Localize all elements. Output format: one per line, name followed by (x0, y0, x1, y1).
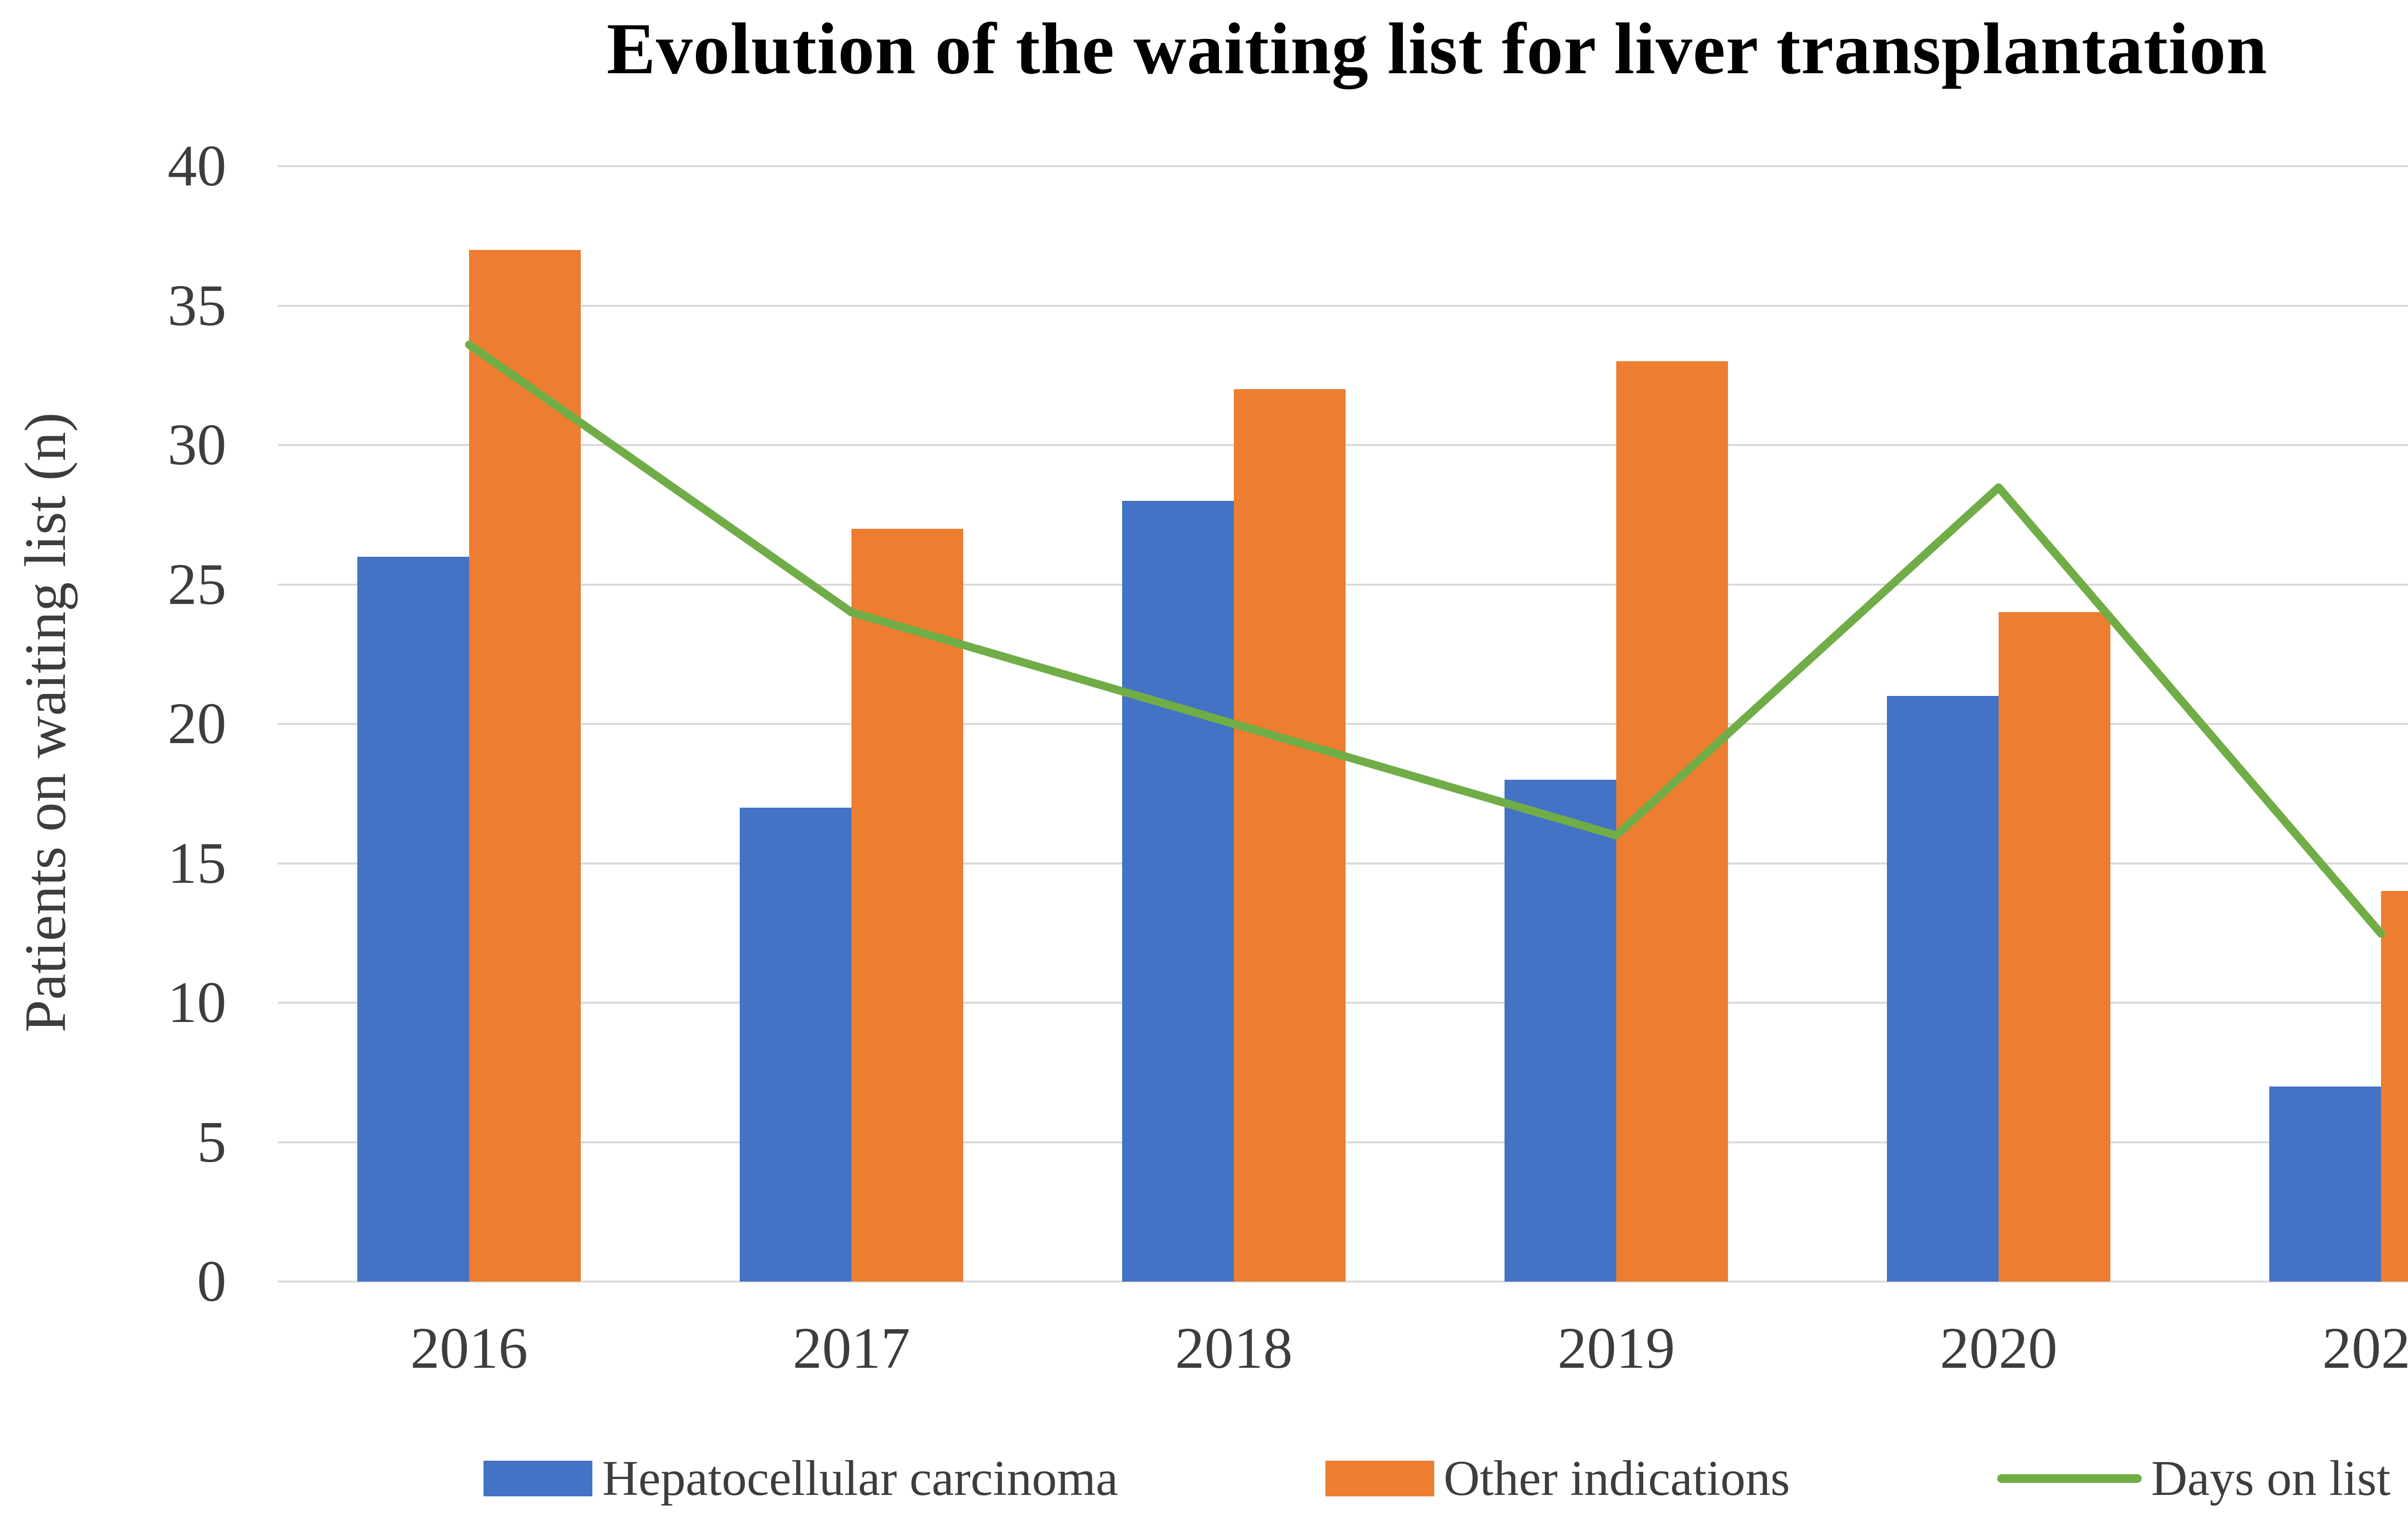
x-label-2016: 2016 (410, 1316, 528, 1381)
left-axis-tick-10: 10 (168, 970, 226, 1035)
legend-label: Hepatocellular carcinoma (602, 1451, 1118, 1506)
bar-other-indications-2019 (1616, 361, 1728, 1282)
left-axis-tick-0: 0 (197, 1249, 226, 1314)
bar-other-indications-2017 (851, 528, 963, 1282)
bar-hepatocellular-carcinoma-2016 (357, 556, 469, 1282)
left-axis-tick-20: 20 (168, 691, 226, 756)
gridline (278, 304, 2408, 307)
bar-other-indications-2018 (1234, 389, 1346, 1282)
left-axis-tick-30: 30 (168, 412, 226, 477)
legend-label: Other indications (1443, 1451, 1790, 1506)
gridline (278, 165, 2408, 167)
left-axis-tick-40: 40 (168, 133, 226, 198)
bar-hepatocellular-carcinoma-2021 (2269, 1086, 2381, 1282)
legend-item-hepatocellular-carcinoma: Hepatocellular carcinoma (484, 1450, 1118, 1507)
x-axis-baseline (278, 1281, 2408, 1283)
x-label-2017: 2017 (793, 1316, 910, 1381)
x-label-2018: 2018 (1175, 1316, 1293, 1381)
bar-other-indications-2020 (1999, 612, 2110, 1282)
x-label-2019: 2019 (1557, 1316, 1675, 1381)
legend-item-other-indications: Other indications (1325, 1450, 1790, 1507)
legend-bar-swatch (484, 1460, 593, 1496)
bar-other-indications-2021 (2381, 891, 2408, 1282)
legend-label: Days on list (2151, 1451, 2391, 1506)
bar-hepatocellular-carcinoma-2017 (740, 807, 851, 1282)
bar-other-indications-2016 (469, 249, 581, 1282)
x-label-2021: 2021 (2322, 1316, 2408, 1381)
bar-hepatocellular-carcinoma-2020 (1887, 696, 1999, 1282)
legend-bar-swatch (1325, 1460, 1434, 1496)
x-label-2020: 2020 (1940, 1316, 2057, 1381)
legend-line-swatch (1997, 1474, 2142, 1483)
left-axis-tick-15: 15 (168, 830, 226, 896)
left-axis-tick-5: 5 (197, 1109, 226, 1175)
left-axis-title: Patients on waiting list (n) (13, 412, 78, 1033)
left-axis-tick-35: 35 (168, 273, 226, 338)
legend: Hepatocellular carcinoma Other indication… (0, 1450, 2408, 1507)
chart-title: Evolution of the waiting list for liver … (606, 8, 2268, 89)
bar-hepatocellular-carcinoma-2019 (1505, 779, 1616, 1282)
legend-item-days-on-list: Days on list (1997, 1450, 2391, 1507)
bar-hepatocellular-carcinoma-2018 (1122, 500, 1234, 1282)
left-axis-tick-25: 25 (168, 551, 226, 617)
